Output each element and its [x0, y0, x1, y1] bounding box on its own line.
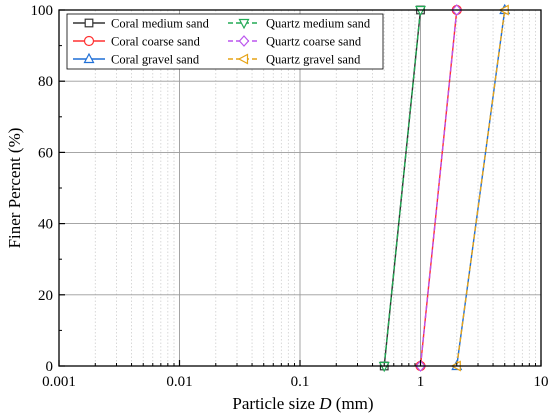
y-tick-label: 80	[38, 74, 53, 90]
y-tick-label: 60	[38, 145, 53, 161]
series-line	[383, 9, 422, 367]
x-tick-labels: 0.001 0.01 0.1 1 10	[42, 374, 548, 390]
legend-label: Quartz medium sand	[266, 17, 371, 31]
y-tick-labels: 0 20 40 60 80 100	[31, 3, 54, 375]
legend-marker	[238, 18, 250, 30]
legend-label: Coral coarse sand	[111, 35, 201, 49]
x-tick-label: 0.1	[291, 374, 310, 390]
x-tick-label: 0.01	[166, 374, 192, 390]
legend-marker	[238, 35, 250, 47]
axis-ticks	[58, 9, 542, 367]
y-tick-label: 0	[46, 359, 54, 375]
data-point-marker	[378, 361, 390, 373]
legend-marker	[237, 53, 249, 65]
legend-marker	[83, 35, 95, 47]
y-tick-label: 20	[38, 288, 53, 304]
x-tick-label: 10	[534, 374, 549, 390]
legend-box	[66, 13, 384, 70]
x-axis-title: Particle size D (mm)	[232, 394, 373, 413]
y-axis-title: Finer Percent (%)	[5, 128, 24, 249]
legend: Coral medium sand Coral coarse sand Coral …	[66, 13, 384, 70]
series-layer	[378, 3, 511, 373]
data-point-marker	[415, 5, 426, 17]
legend-label: Quartz gravel sand	[266, 53, 361, 67]
series-line	[419, 9, 458, 367]
y-tick-label: 40	[38, 217, 53, 233]
x-tick-label: 1	[417, 374, 425, 390]
x-tick-label: 0.001	[42, 374, 76, 390]
series-line	[456, 9, 506, 367]
legend-marker	[83, 52, 95, 64]
legend-label: Coral gravel sand	[111, 53, 200, 67]
legend-marker	[84, 18, 94, 28]
legend-label: Quartz coarse sand	[266, 35, 362, 49]
y-tick-label: 100	[31, 3, 54, 19]
legend-label: Coral medium sand	[111, 17, 210, 31]
